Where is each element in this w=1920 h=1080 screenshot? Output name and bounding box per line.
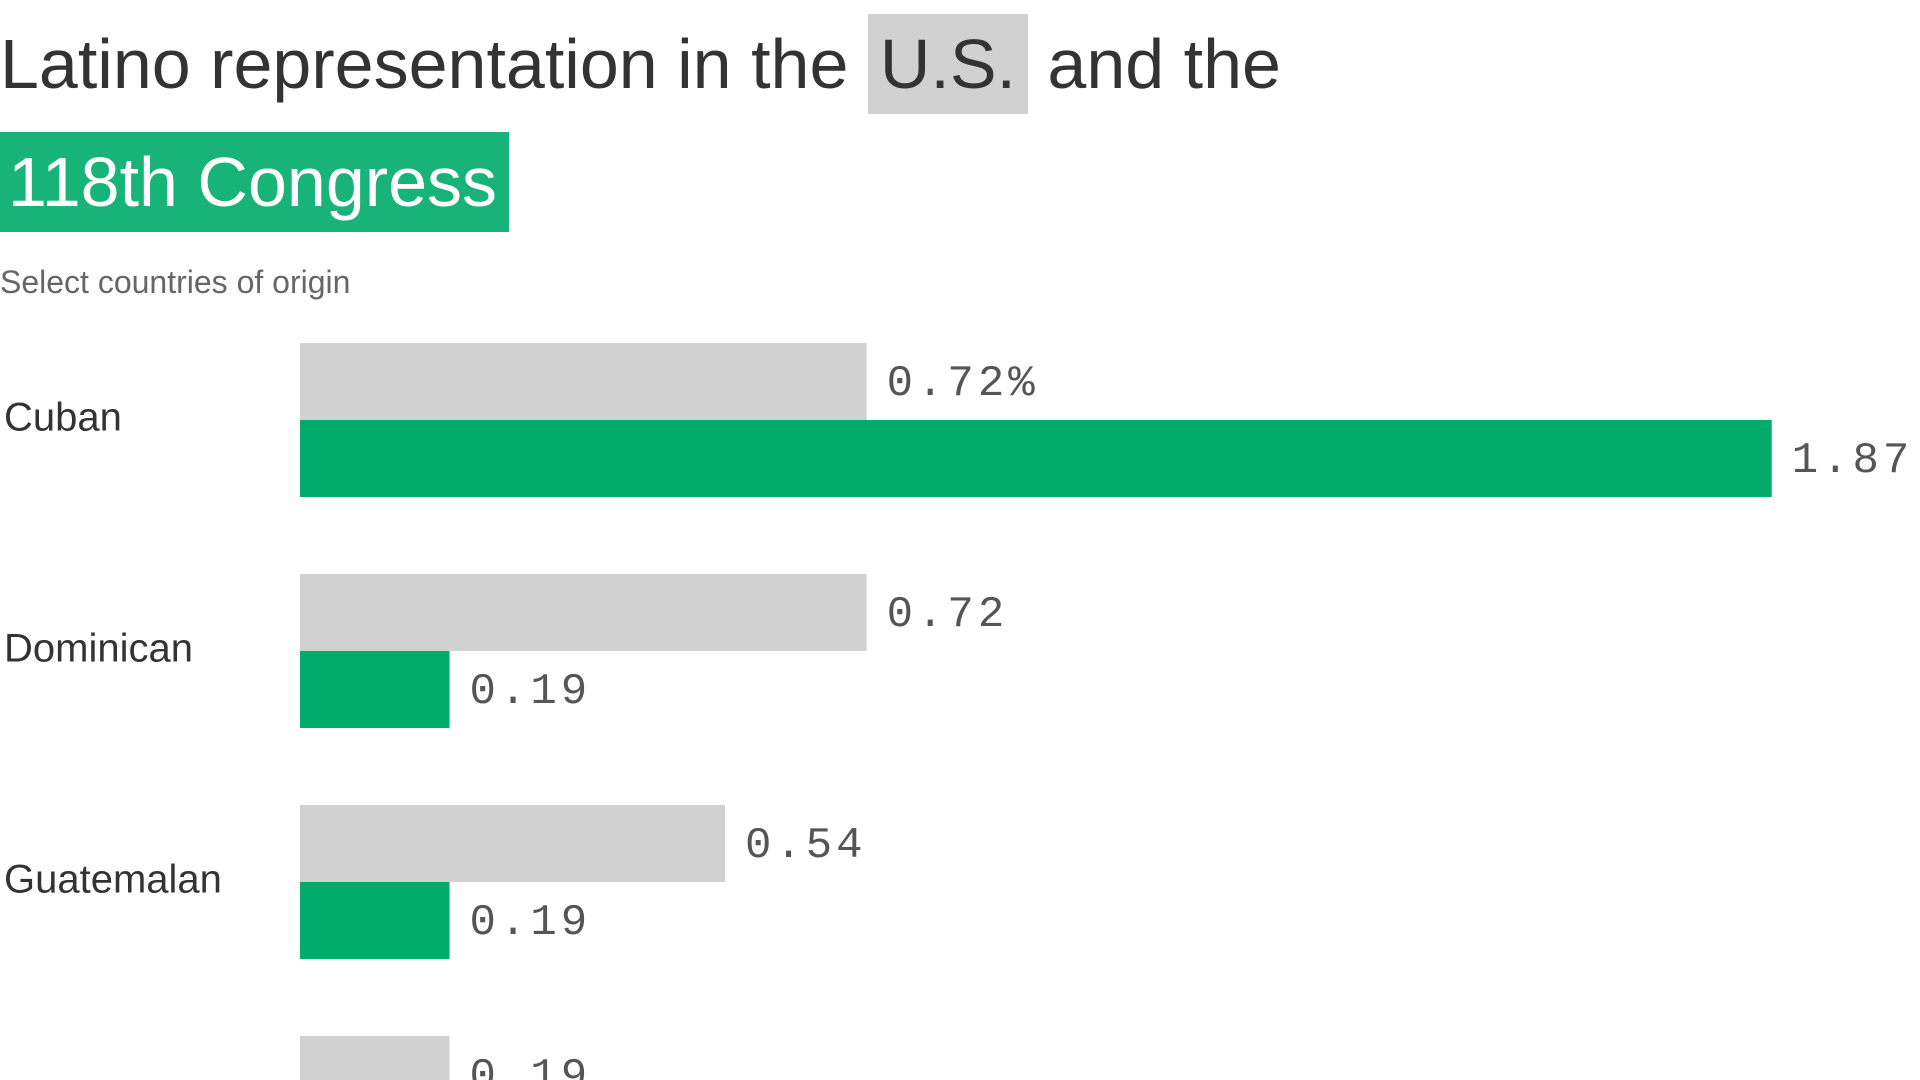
bar [300,651,450,728]
value-label: 0.19 [470,667,592,717]
value-label: 0.19 [470,898,592,948]
category-label: Guatemalan [4,858,222,902]
value-label: 0.19 [470,1052,592,1080]
title-text: and the [1047,25,1281,103]
title-line: 118th Congress [0,132,510,232]
bar [300,420,1772,497]
category-label: Dominican [4,627,193,671]
bar [300,574,867,651]
legend-entry: U.S. [867,14,1028,114]
title-text: Latino representation in the [0,25,849,103]
subtitle: Select countries of origin [0,264,351,300]
value-label: 1.87 [1792,436,1914,486]
value-label: 0.72% [887,359,1039,409]
bar [300,882,450,959]
bar [300,805,725,882]
value-label: 0.54 [745,821,867,871]
category-label: Cuban [4,396,122,440]
title-line: Latino representation in the U.S. and th… [0,14,1281,114]
legend-entry: 118th Congress [0,132,510,232]
value-label: 0.72 [887,590,1009,640]
bar [300,343,867,420]
bar [300,1036,450,1080]
